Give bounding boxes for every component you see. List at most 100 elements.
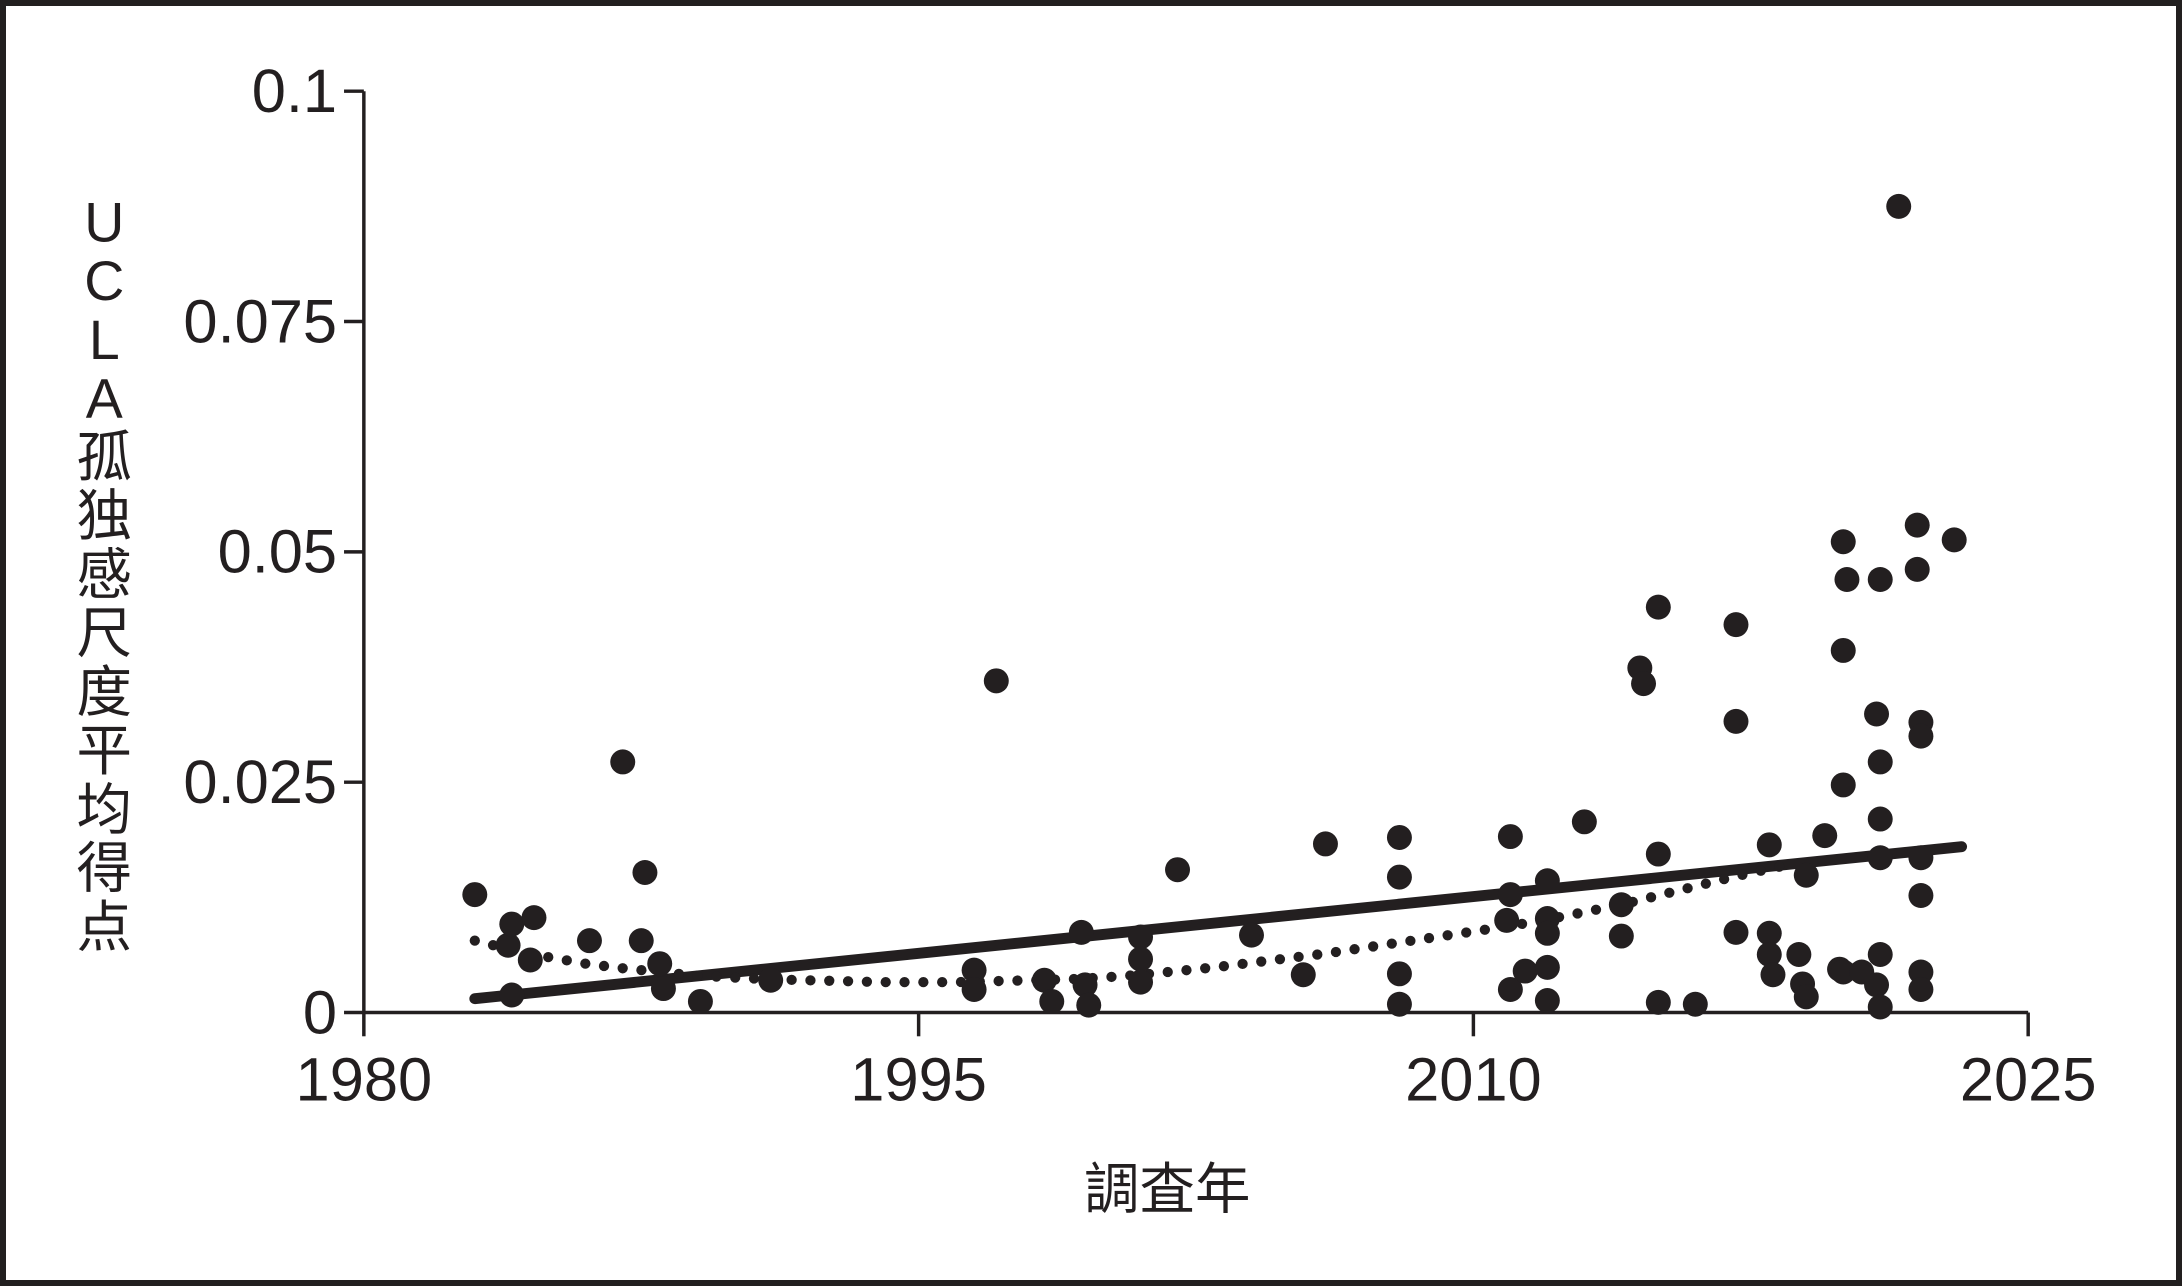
loess-dot: [1218, 961, 1230, 972]
data-point: [1834, 567, 1860, 592]
x-tick-label: 2010: [1405, 1046, 1542, 1115]
data-point: [1165, 857, 1191, 883]
trend-line: [469, 841, 1968, 1005]
data-point: [1867, 806, 1893, 832]
y-axis-title-char: 得: [77, 838, 132, 900]
data-point: [1386, 991, 1412, 1017]
data-point: [1039, 988, 1065, 1014]
data-point: [647, 951, 673, 977]
loess-dot: [1312, 949, 1323, 960]
loess-dot: [1664, 887, 1675, 898]
loess-dot: [692, 970, 703, 981]
data-point: [961, 957, 987, 983]
data-point: [1631, 671, 1657, 697]
data-point: [1497, 977, 1523, 1002]
y-tick-label: 0: [303, 978, 337, 1047]
data-point: [1793, 862, 1819, 888]
loess-dot: [1774, 861, 1785, 872]
loess-dot: [561, 955, 572, 966]
loess-dot: [824, 975, 835, 986]
data-point: [1497, 824, 1523, 850]
data-point: [1908, 845, 1934, 871]
data-point: [1128, 924, 1154, 950]
loess-dot: [937, 976, 948, 988]
data-point: [1941, 527, 1967, 553]
data-point: [610, 749, 636, 775]
loess-dot: [993, 975, 1004, 987]
data-point: [1867, 941, 1893, 967]
y-axis-title-char: L: [89, 309, 120, 371]
data-point: [1756, 920, 1782, 946]
loess-dot: [1461, 927, 1472, 938]
loess-dot: [711, 971, 722, 982]
data-point: [1864, 701, 1890, 727]
data-point: [650, 976, 676, 1002]
loess-dot: [1181, 965, 1192, 976]
data-point: [1128, 969, 1154, 995]
data-point: [1908, 977, 1934, 1002]
data-point: [1312, 831, 1338, 857]
loess-dot: [861, 976, 873, 987]
data-point: [1830, 772, 1856, 798]
data-point: [1494, 907, 1520, 933]
data-point: [1534, 988, 1560, 1014]
data-point: [1645, 594, 1671, 620]
data-point: [1608, 892, 1634, 918]
data-point: [687, 988, 713, 1014]
y-tick-label: 0.1: [252, 57, 337, 126]
data-point: [1723, 919, 1749, 945]
data-point: [462, 882, 488, 908]
data-point: [1793, 984, 1819, 1010]
data-point: [632, 859, 658, 885]
data-point: [1760, 962, 1786, 988]
data-point: [1864, 972, 1890, 998]
data-point: [1908, 723, 1934, 749]
loess-dot: [543, 951, 554, 963]
loess-dot: [880, 976, 891, 988]
data-point: [1497, 882, 1523, 908]
data-point: [1756, 941, 1782, 967]
data-point: [1239, 922, 1264, 948]
loess-dot: [1012, 975, 1023, 986]
loess-dot: [1755, 865, 1766, 876]
loess-dot: [1682, 883, 1693, 894]
data-point: [1534, 920, 1560, 946]
data-point: [1867, 749, 1893, 775]
data-point: [1682, 991, 1708, 1017]
data-point: [1904, 556, 1930, 582]
data-point: [1290, 962, 1316, 988]
y-axis-title-char: 孤: [77, 426, 132, 488]
data-point: [576, 928, 602, 954]
loess-dot: [842, 976, 854, 987]
data-point: [1645, 841, 1671, 867]
loess-dot: [580, 958, 591, 969]
y-axis-title-char: 独: [77, 485, 132, 547]
x-axis-title: 調査年: [1084, 1159, 1250, 1221]
loess-dot: [1256, 956, 1267, 967]
data-point: [517, 947, 543, 973]
loess-dot: [1106, 971, 1117, 983]
loess-dot: [1386, 938, 1397, 949]
loess-dot: [899, 976, 910, 988]
data-point: [1886, 193, 1912, 219]
data-point: [1786, 941, 1812, 967]
data-point: [983, 668, 1009, 694]
data-point: [1830, 637, 1856, 663]
loess-dot: [1405, 935, 1416, 947]
loess-dot: [469, 935, 480, 946]
loess-dot: [1645, 892, 1657, 903]
loess-dot: [1590, 904, 1602, 915]
data-point: [1830, 529, 1856, 555]
y-tick-label: 0.075: [183, 287, 337, 356]
data-point: [1904, 512, 1930, 538]
data-point: [1867, 845, 1893, 871]
data-point: [1908, 883, 1934, 908]
loess-dot: [1349, 944, 1360, 955]
loess-dot: [1293, 951, 1304, 963]
data-point: [1386, 961, 1412, 987]
loess-dot: [1162, 966, 1173, 978]
data-point: [1068, 919, 1094, 945]
y-axis-title-char: 点: [77, 896, 132, 958]
y-axis-title-char: 平: [77, 720, 132, 782]
